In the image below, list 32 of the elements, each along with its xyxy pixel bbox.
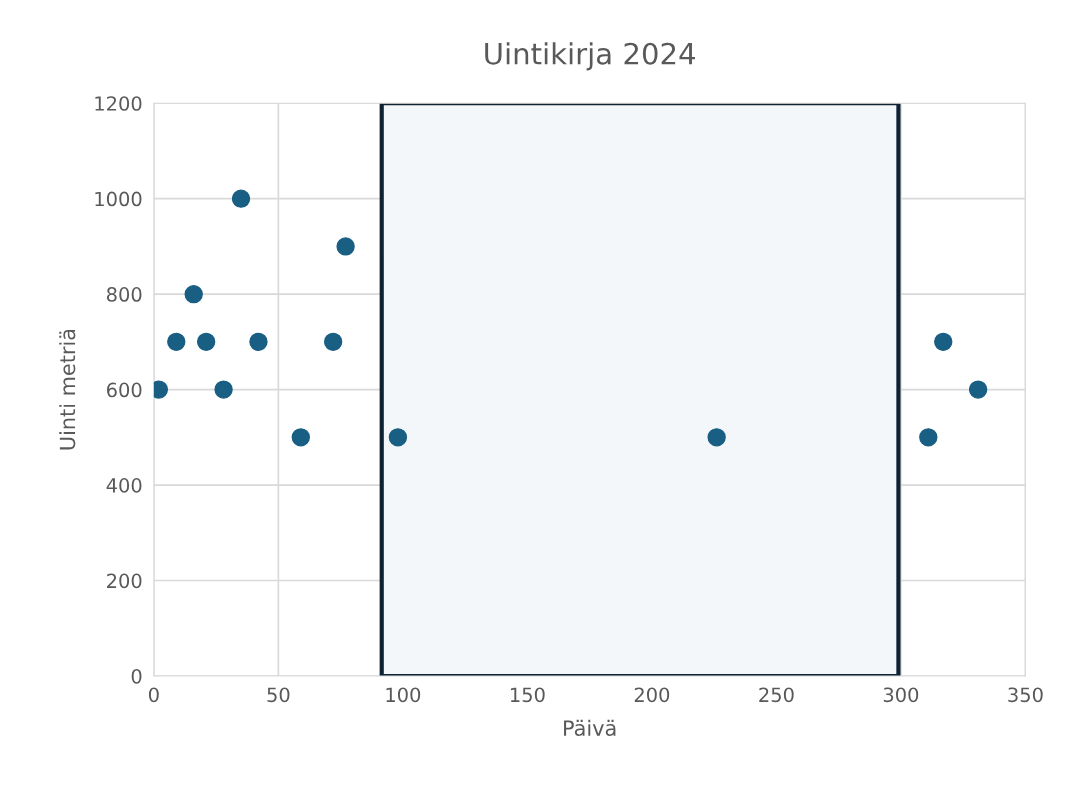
- y-tick-label: 1200: [95, 96, 142, 111]
- chart-title: Uintikirja 2024: [485, 42, 695, 71]
- x-axis-title: Päivä: [564, 719, 616, 736]
- point: [934, 332, 953, 352]
- y-tick-label: 0: [131, 668, 142, 684]
- point: [184, 284, 203, 304]
- x-tick-label: 150: [510, 687, 545, 703]
- x-tick-label: 0: [148, 687, 159, 703]
- point: [323, 332, 343, 352]
- point: [919, 428, 938, 447]
- point: [707, 428, 726, 447]
- x-tick-label: 100: [386, 687, 421, 703]
- x-tick-label: 300: [883, 687, 919, 703]
- y-tick-label: 1000: [95, 191, 142, 207]
- y-axis-title: Uinti metriä: [59, 329, 76, 450]
- x-tick-label: 250: [759, 687, 794, 703]
- point: [336, 237, 355, 256]
- point: [167, 332, 186, 352]
- point: [968, 380, 988, 399]
- y-tick-label: 800: [106, 287, 142, 302]
- point: [388, 428, 408, 447]
- y-tick-label: 200: [107, 573, 142, 589]
- y-tick-label: 600: [107, 382, 142, 398]
- point: [231, 189, 251, 208]
- point: [214, 380, 233, 399]
- x-tick-label: 350: [1008, 687, 1043, 703]
- point: [291, 428, 310, 447]
- point: [249, 332, 268, 352]
- point: [196, 332, 216, 352]
- y-tick-label: 400: [106, 478, 142, 493]
- x-tick-label: 200: [634, 687, 670, 703]
- x-tick-label: 50: [267, 687, 290, 703]
